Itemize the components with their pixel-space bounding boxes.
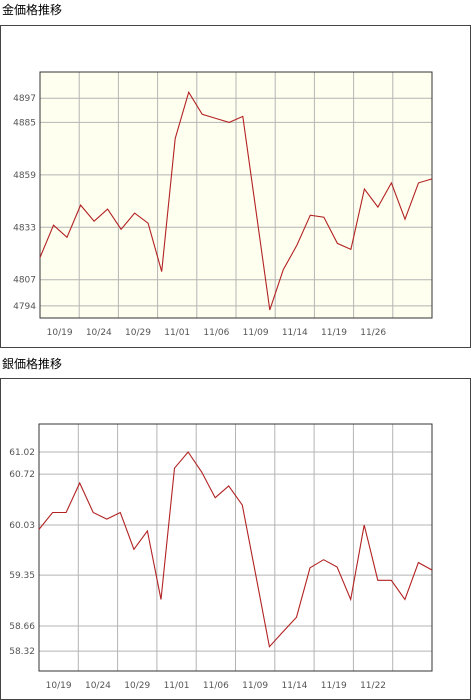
gold-y-tick-label: 4794 [13,302,36,312]
silver-chart: 10/19 10/24 10/29 11/01 11/06 11/09 11/14 11/19… [9,423,433,691]
silver-x-tick-label: 11/01 [164,681,190,691]
silver-x-tick-label: 10/19 [46,681,72,691]
silver-plot-border [38,423,433,672]
silver-chart-frame: 10/19 10/24 10/29 11/01 11/06 11/09 11/14 11/19… [0,378,471,700]
gold-x-tick-label: 11/06 [203,328,229,338]
silver-y-tick-label: 61.02 [9,448,35,458]
silver-y-tick-label: 60.03 [9,521,35,531]
gold-series-line [39,90,433,311]
gold-chart-frame: 10/19 10/24 10/29 11/01 11/06 11/09 11/14 11/19… [0,25,471,348]
silver-y-tick-label: 59.35 [9,571,35,581]
silver-x-tick-label: 11/06 [203,681,229,691]
silver-x-tick-label: 10/29 [124,681,150,691]
silver-y-tick-label: 58.66 [9,622,35,632]
gold-y-tick-label: 4885 [13,118,36,128]
gold-x-tick-label: 11/19 [321,328,347,338]
gold-x-tick-label: 10/29 [125,328,151,338]
silver-x-tick-label: 11/22 [360,681,386,691]
gold-y-tick-label: 4807 [13,276,36,286]
silver-series-line [38,451,433,648]
gold-y-tick-label: 4833 [13,223,36,233]
gold-x-tick-label: 10/19 [47,328,73,338]
silver-x-tick-label: 10/24 [85,681,111,691]
gold-y-tick-label: 4859 [13,171,36,181]
gold-x-tick-label: 11/09 [243,328,269,338]
gold-section-title: 金価格推移 [2,3,63,17]
silver-x-tick-label: 11/19 [321,681,347,691]
gold-x-tick-label: 11/26 [360,328,386,338]
gold-y-tick-label: 4897 [13,94,36,104]
silver-y-tick-label: 58.32 [9,647,35,657]
gold-plot-border [39,71,433,319]
gold-chart: 10/19 10/24 10/29 11/01 11/06 11/09 11/14 11/19… [13,71,433,338]
silver-x-tick-label: 11/14 [281,681,307,691]
gold-x-tick-label: 10/24 [86,328,112,338]
silver-section-title: 銀価格推移 [2,357,63,371]
gold-x-tick-label: 11/01 [164,328,190,338]
silver-y-tick-label: 60.72 [9,470,35,480]
silver-x-tick-label: 11/09 [242,681,268,691]
gold-x-tick-label: 11/14 [282,328,308,338]
